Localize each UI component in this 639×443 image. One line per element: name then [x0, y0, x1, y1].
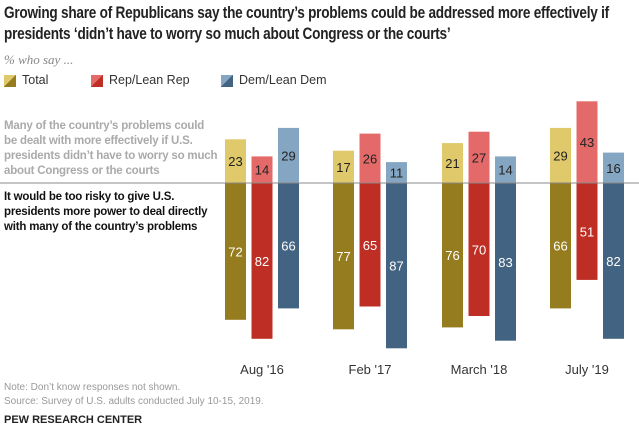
legend-label: Rep/Lean Rep	[109, 73, 190, 87]
legend-label: Dem/Lean Dem	[239, 73, 327, 87]
legend: Total Rep/Lean Rep Dem/Lean Dem	[4, 73, 327, 88]
bar-top	[225, 139, 246, 183]
legend-label: Total	[22, 73, 49, 87]
bar-bottom	[468, 183, 490, 316]
legend-dem: Dem/Lean Dem	[221, 73, 327, 88]
bar-bottom	[251, 183, 273, 339]
data-label-top: 21	[445, 156, 459, 171]
data-label-top: 29	[281, 148, 295, 163]
data-label-top: 27	[472, 150, 486, 165]
data-label-bottom: 66	[281, 239, 295, 254]
bar-top	[333, 150, 354, 183]
bar-top	[603, 152, 624, 183]
data-label-bottom: 66	[553, 239, 567, 254]
data-label-top: 17	[336, 160, 350, 175]
data-label-bottom: 87	[389, 259, 403, 274]
bar-top	[576, 101, 598, 183]
brand: PEW RESEARCH CENTER	[4, 414, 143, 426]
chart-title: Growing share of Republicans say the cou…	[4, 3, 609, 43]
bar-top	[278, 127, 299, 183]
bar-bottom	[386, 183, 407, 349]
bar-bottom	[359, 183, 381, 307]
bar-bottom	[278, 183, 299, 309]
data-label-bottom: 51	[580, 224, 594, 239]
data-label-bottom: 82	[606, 254, 620, 269]
data-label-bottom: 65	[363, 238, 377, 253]
data-label-top: 14	[498, 163, 512, 178]
data-label-top: 43	[580, 135, 594, 150]
data-label-bottom: 82	[255, 254, 269, 269]
bar-top	[386, 162, 407, 183]
bar-bottom	[225, 183, 246, 320]
legend-swatch	[91, 74, 103, 87]
data-label-top: 11	[390, 166, 404, 181]
legend-swatch	[221, 74, 233, 87]
data-label-bottom: 77	[336, 249, 350, 264]
data-label-top: 23	[228, 154, 242, 169]
bar-bottom	[576, 183, 598, 280]
data-label-bottom: 83	[498, 255, 512, 270]
chart-subtitle: % who say ...	[4, 52, 74, 67]
bar-top	[468, 131, 490, 183]
bar-top	[442, 143, 463, 183]
bar-top	[251, 156, 273, 183]
bar-bottom	[550, 183, 571, 309]
x-tick-label: March '18	[451, 362, 508, 377]
bar-top	[359, 133, 381, 183]
top-statement: Many of the country’s problems could be …	[4, 120, 218, 177]
data-label-bottom: 70	[472, 243, 486, 258]
bar-bottom	[442, 183, 463, 328]
legend-rep: Rep/Lean Rep	[91, 73, 221, 88]
x-tick-label: Aug '16	[240, 362, 284, 377]
bar-top	[495, 156, 516, 183]
x-tick-label: July '19	[565, 362, 609, 377]
data-label-bottom: 72	[228, 244, 242, 259]
bar-bottom	[603, 183, 624, 339]
data-label-top: 26	[363, 151, 377, 166]
bar-top	[550, 127, 571, 183]
x-tick-label: Feb '17	[349, 362, 392, 377]
data-label-bottom: 76	[445, 248, 459, 263]
chart-header: Growing share of Republicans say the cou…	[4, 2, 639, 88]
legend-total: Total	[4, 73, 91, 88]
source: Source: Survey of U.S. adults conducted …	[4, 396, 264, 407]
note: Note: Don’t know responses not shown.	[4, 382, 181, 393]
bottom-statement: It would be too risky to give U.S. presi…	[4, 191, 208, 233]
data-label-top: 16	[606, 161, 620, 176]
data-label-top: 14	[255, 163, 269, 178]
legend-swatch	[4, 74, 16, 87]
bar-bottom	[333, 183, 354, 330]
data-label-top: 29	[553, 148, 567, 163]
bar-bottom	[495, 183, 516, 341]
